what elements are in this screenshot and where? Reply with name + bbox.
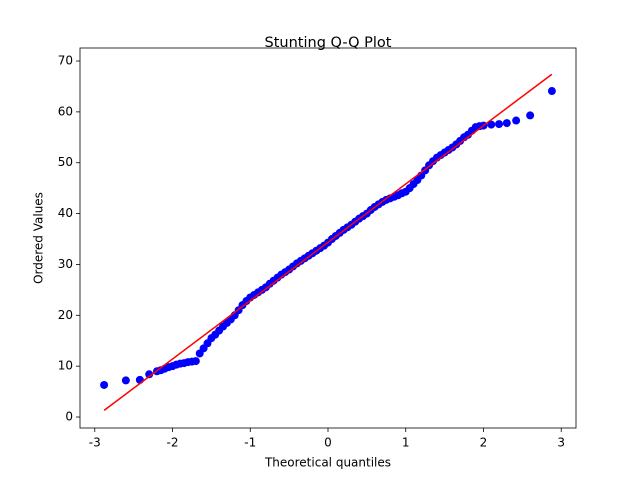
y-tick-label: 60 xyxy=(58,104,73,118)
y-tick-label: 70 xyxy=(58,54,73,68)
point xyxy=(121,376,130,385)
x-tick-label: -1 xyxy=(244,436,256,450)
y-tick-label: 20 xyxy=(58,308,73,322)
x-axis-label: Theoretical quantiles xyxy=(264,456,391,470)
point xyxy=(191,357,200,366)
y-tick-label: 40 xyxy=(58,206,73,220)
point xyxy=(512,116,521,125)
fit-line xyxy=(103,73,553,412)
point xyxy=(145,370,154,379)
x-tick-label: -2 xyxy=(167,436,179,450)
point xyxy=(495,120,504,129)
x-tick-label: 0 xyxy=(324,436,332,450)
y-tick-label: 0 xyxy=(65,410,73,424)
x-tick-label: 2 xyxy=(480,436,488,450)
point xyxy=(100,380,109,389)
y-tick-label: 10 xyxy=(58,359,73,373)
x-tick-label: 3 xyxy=(557,436,565,450)
point xyxy=(502,119,511,128)
chart-title: Stunting Q-Q Plot xyxy=(265,35,392,51)
x-tick-label: -3 xyxy=(89,436,101,450)
y-tick-label: 50 xyxy=(58,155,73,169)
point xyxy=(526,111,535,120)
y-tick-label: 30 xyxy=(58,257,73,271)
point xyxy=(487,120,496,129)
plot-frame xyxy=(79,47,577,429)
point xyxy=(547,87,556,96)
y-axis-label: Ordered Values xyxy=(32,192,46,284)
x-tick-label: 1 xyxy=(402,436,410,450)
